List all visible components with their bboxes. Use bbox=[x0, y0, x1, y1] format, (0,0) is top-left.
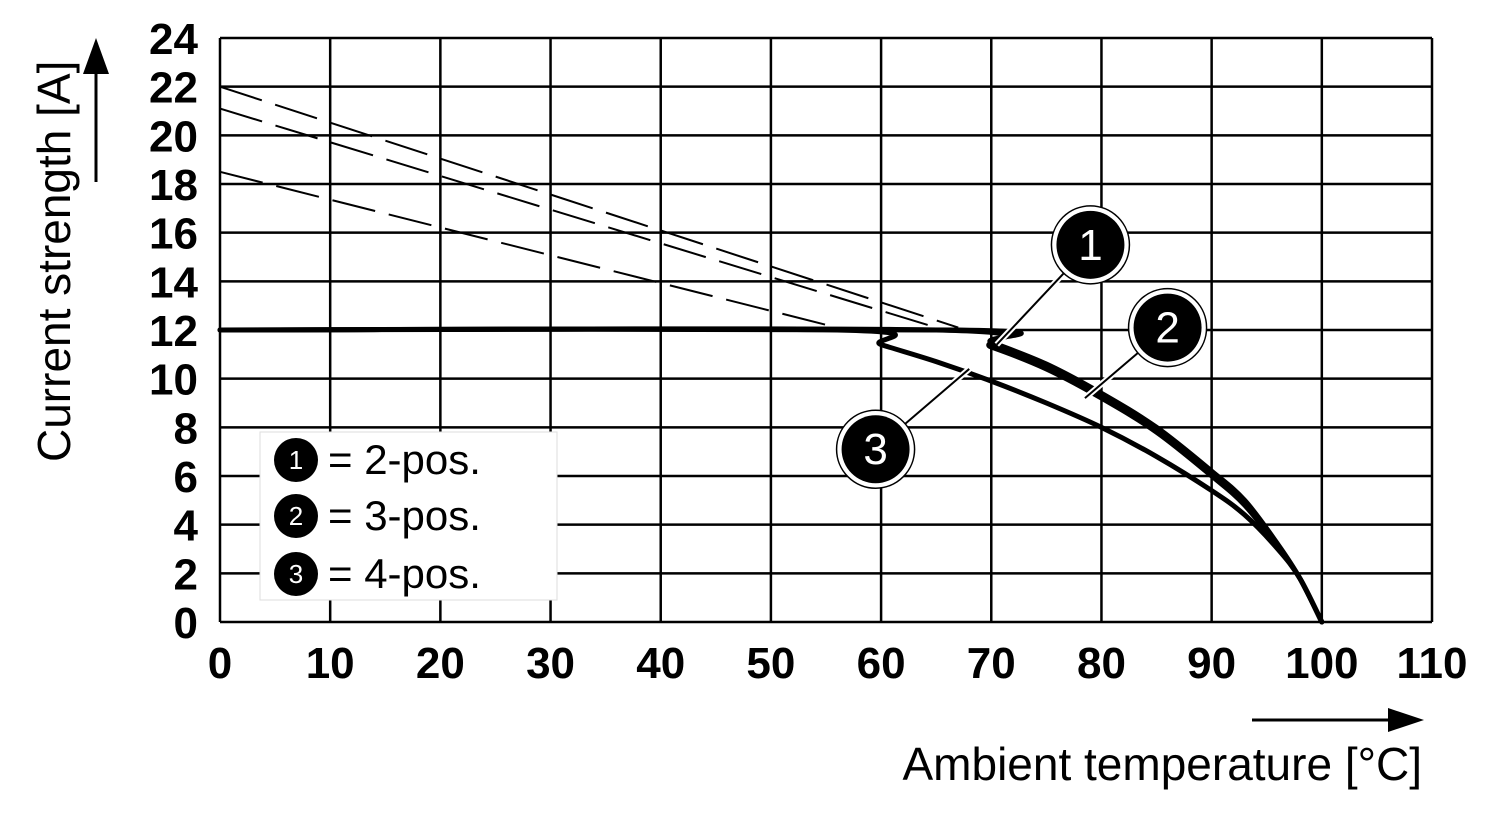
y-axis-title: Current strength [A] bbox=[28, 61, 80, 462]
legend-item-1: 1 = 2-pos. bbox=[274, 436, 481, 483]
x-axis-arrow-head bbox=[1388, 708, 1424, 732]
x-axis-title-group: Ambient temperature [°C] bbox=[903, 708, 1424, 790]
x-tick-label-50: 50 bbox=[746, 639, 795, 688]
x-tick-label-110: 110 bbox=[1397, 639, 1468, 688]
dashed-line-series-1 bbox=[219, 85, 959, 329]
y-tick-label-4: 4 bbox=[174, 502, 199, 551]
callout-badge-1 bbox=[1056, 210, 1125, 279]
legend-marker-3-label: 3 bbox=[289, 559, 303, 589]
callout-badge-3 bbox=[841, 415, 910, 484]
x-tick-label-70: 70 bbox=[967, 639, 1016, 688]
callout-label-1: 1 bbox=[1078, 221, 1102, 270]
y-tick-label-14: 14 bbox=[149, 258, 198, 307]
legend-label-1: = 2-pos. bbox=[328, 436, 481, 483]
x-tick-label-10: 10 bbox=[306, 639, 355, 688]
legend-label-2: = 3-pos. bbox=[328, 492, 481, 539]
x-tick-label-100: 100 bbox=[1285, 639, 1358, 688]
derating-dashed-lines bbox=[219, 85, 959, 329]
x-axis-title: Ambient temperature [°C] bbox=[903, 738, 1423, 790]
legend-item-2: 2 = 3-pos. bbox=[274, 492, 481, 539]
legend-marker-2 bbox=[274, 494, 318, 538]
grid bbox=[218, 36, 1434, 624]
x-tick-label-90: 90 bbox=[1187, 639, 1236, 688]
legend: 1 = 2-pos. 2 = 3-pos. 3 = 4-pos. bbox=[259, 431, 558, 601]
callout-label-2: 2 bbox=[1155, 304, 1179, 353]
x-tick-label-20: 20 bbox=[416, 639, 465, 688]
y-tick-label-22: 22 bbox=[149, 64, 198, 113]
x-tick-label-60: 60 bbox=[857, 639, 906, 688]
callout-badge-2 bbox=[1133, 293, 1202, 362]
x-tick-label-40: 40 bbox=[636, 639, 685, 688]
y-tick-label-2: 2 bbox=[174, 550, 198, 599]
y-tick-label-6: 6 bbox=[174, 453, 198, 502]
y-tick-label-8: 8 bbox=[174, 404, 198, 453]
y-tick-label-24: 24 bbox=[149, 15, 198, 64]
y-tick-label-0: 0 bbox=[174, 599, 198, 648]
y-tick-label-16: 16 bbox=[149, 210, 198, 259]
x-tick-label-30: 30 bbox=[526, 639, 575, 688]
legend-item-3: 3 = 4-pos. bbox=[274, 550, 481, 597]
y-tick-label-10: 10 bbox=[149, 356, 198, 405]
x-tick-label-80: 80 bbox=[1077, 639, 1126, 688]
callout-leader-3 bbox=[903, 368, 970, 426]
callout-leader-2 bbox=[1084, 350, 1141, 399]
y-tick-label-20: 20 bbox=[149, 112, 198, 161]
y-axis-title-group: Current strength [A] bbox=[28, 38, 109, 462]
y-axis-arrow-head bbox=[83, 38, 109, 74]
legend-marker-2-label: 2 bbox=[289, 501, 303, 531]
x-tick-label-0: 0 bbox=[208, 639, 232, 688]
series-line-3 bbox=[217, 326, 1325, 625]
callout-leader-1 bbox=[996, 271, 1066, 346]
legend-marker-1 bbox=[274, 438, 318, 482]
y-tick-label-12: 12 bbox=[149, 307, 198, 356]
legend-label-3: = 4-pos. bbox=[328, 550, 481, 597]
callout-label-3: 3 bbox=[863, 425, 887, 474]
legend-marker-1-label: 1 bbox=[289, 445, 303, 475]
y-tick-label-18: 18 bbox=[149, 161, 198, 210]
callouts: 1 2 3 bbox=[835, 205, 1208, 489]
dashed-line-series-3 bbox=[219, 170, 838, 329]
legend-marker-3 bbox=[274, 552, 318, 596]
dashed-line-series-2 bbox=[219, 107, 937, 329]
x-axis-ticks: 0 10 20 30 40 50 60 70 80 90 100 110 bbox=[208, 639, 1468, 688]
